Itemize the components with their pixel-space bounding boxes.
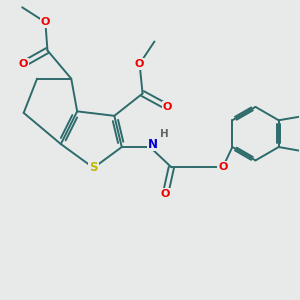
- Text: O: O: [163, 102, 172, 112]
- Text: O: O: [19, 59, 28, 69]
- Text: O: O: [135, 59, 144, 69]
- Text: H: H: [160, 129, 169, 139]
- Text: S: S: [89, 161, 98, 174]
- Text: O: O: [41, 17, 50, 27]
- Text: O: O: [218, 162, 227, 172]
- Text: O: O: [161, 189, 170, 199]
- Text: N: N: [148, 138, 158, 151]
